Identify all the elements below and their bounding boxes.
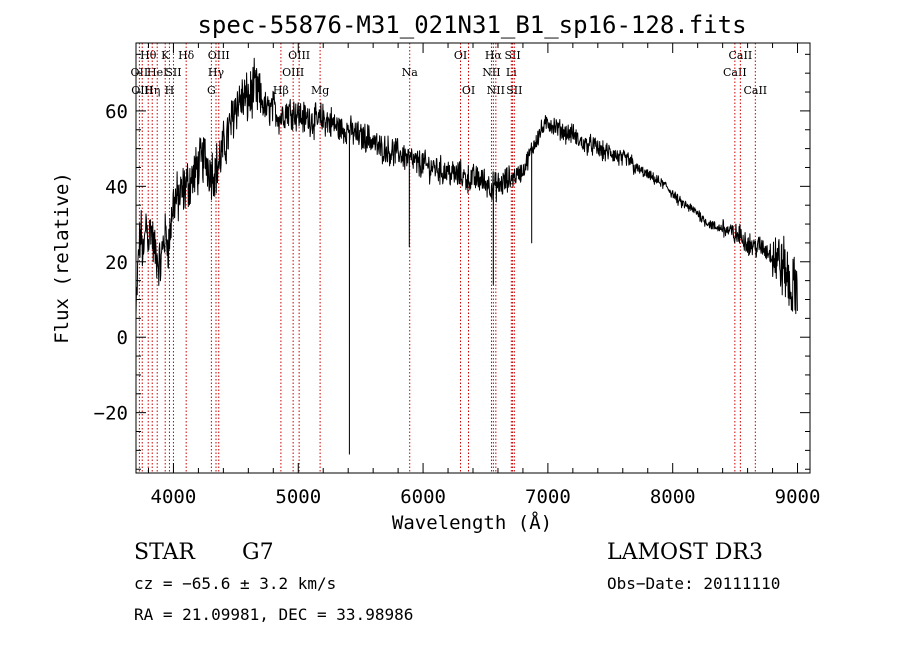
y-axis-label: Flux (relative)	[51, 172, 73, 344]
marker-label: Hδ	[178, 49, 195, 62]
marker-label: SII	[506, 84, 522, 97]
marker-label: OIII	[131, 84, 153, 97]
marker-label: OII	[131, 66, 149, 79]
marker-label: Hη	[144, 84, 160, 97]
survey-name: LAMOST DR3	[607, 540, 763, 565]
coordinates: RA = 21.09981, DEC = 33.98986	[134, 605, 413, 624]
y-tick-label: −20	[94, 403, 128, 425]
x-tick-label: 8000	[650, 486, 696, 508]
marker-label: Hθ	[140, 49, 157, 62]
y-tick-label: 0	[117, 327, 128, 349]
marker-label: NII	[482, 66, 500, 79]
y-tick-label: 20	[105, 252, 128, 274]
chart-title: spec-55876-M31_021N31_B1_sp16-128.fits	[197, 11, 746, 39]
object-class: STAR	[134, 540, 196, 565]
spectrum-series	[135, 57, 798, 455]
marker-label: OI	[462, 84, 475, 97]
marker-label: CaII	[723, 66, 747, 79]
x-tick-label: 9000	[775, 486, 821, 508]
marker-label: Hβ	[273, 84, 289, 97]
marker-label: HeI	[147, 66, 167, 79]
x-axis-label: Wavelength (Å)	[392, 511, 552, 534]
y-tick-label: 60	[105, 101, 128, 123]
x-axis: 4000 5000 6000 7000 8000 9000	[147, 43, 821, 508]
redshift-value: cz = −65.6 ± 3.2 km/s	[134, 574, 336, 593]
object-subclass: G7	[242, 540, 274, 565]
marker-label: Mg	[311, 84, 329, 97]
marker-label: Li	[506, 66, 517, 79]
marker-label: CaII	[743, 84, 767, 97]
y-tick-label: 40	[105, 176, 128, 198]
marker-label: SII	[504, 49, 520, 62]
line-markers: OII OIII Hθ Hη HeI K H SII Hδ G Hγ OIII Hβ OIII OIII Mg…	[131, 43, 767, 473]
marker-label: Hγ	[208, 66, 225, 79]
marker-label: Na	[402, 66, 419, 79]
marker-label: OIII	[208, 49, 230, 62]
observation-date: Obs−Date: 20111110	[607, 574, 780, 593]
marker-label: NII	[487, 84, 505, 97]
x-tick-label: 4000	[151, 486, 197, 508]
marker-label: OIII	[282, 66, 304, 79]
marker-label: H	[165, 84, 175, 97]
x-tick-label: 7000	[525, 486, 571, 508]
spectrum-line	[135, 57, 798, 455]
marker-label: G	[207, 84, 216, 97]
x-tick-label: 5000	[275, 486, 321, 508]
x-tick-label: 6000	[400, 486, 446, 508]
marker-label: K	[161, 49, 170, 62]
y-axis: −20 0 20 40 60	[94, 53, 810, 470]
marker-label: OI	[454, 49, 467, 62]
marker-label: SII	[165, 66, 181, 79]
marker-label: Hα	[485, 49, 503, 62]
marker-label: OIII	[288, 49, 310, 62]
marker-label: CaII	[729, 49, 753, 62]
